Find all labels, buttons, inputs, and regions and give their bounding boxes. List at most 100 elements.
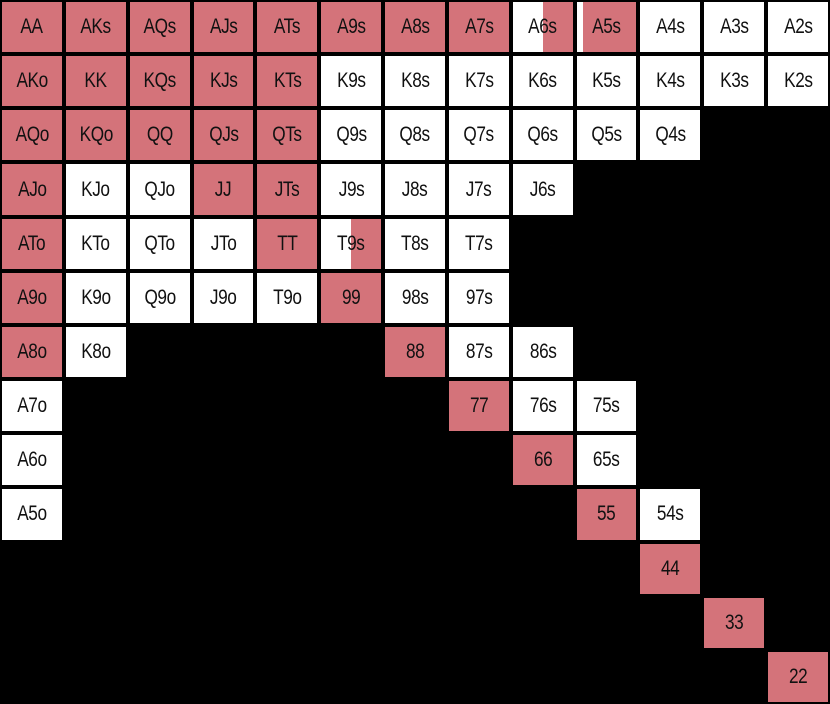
hand-cell-K2s[interactable]: K2s xyxy=(767,55,829,108)
hand-cell-Q7s[interactable]: Q7s xyxy=(447,109,510,162)
hand-cell-QTo[interactable]: QTo xyxy=(128,217,191,270)
hand-cell-KQo[interactable]: KQo xyxy=(64,109,127,162)
hand-cell-T8s[interactable]: T8s xyxy=(384,217,446,270)
hand-cell-KJs[interactable]: KJs xyxy=(192,55,255,108)
hand-cell-K6s[interactable]: K6s xyxy=(511,55,574,108)
hand-cell-KTs[interactable]: KTs xyxy=(256,55,319,108)
hand-cell-87s[interactable]: 87s xyxy=(447,325,510,379)
hand-cell-A4s[interactable]: A4s xyxy=(639,1,702,54)
hand-cell-76s[interactable]: 76s xyxy=(511,380,574,433)
hand-cell-KK[interactable]: KK xyxy=(64,55,127,108)
hand-cell-Q8s[interactable]: Q8s xyxy=(384,109,446,162)
hand-cell-Q5s[interactable]: Q5s xyxy=(575,109,638,162)
hand-label: AKs xyxy=(80,15,112,39)
hand-cell-J7s[interactable]: J7s xyxy=(447,163,510,216)
hand-cell-33[interactable]: 33 xyxy=(703,596,766,649)
hand-label: A5o xyxy=(17,502,47,526)
hand-label: A6s xyxy=(528,15,557,39)
hand-cell-JTo[interactable]: JTo xyxy=(192,217,255,270)
hand-cell-66[interactable]: 66 xyxy=(511,434,574,487)
hand-cell-A5s[interactable]: A5s xyxy=(575,1,638,54)
hand-label: K3s xyxy=(719,69,749,93)
hand-label: AA xyxy=(20,15,44,39)
hand-cell-QJo[interactable]: QJo xyxy=(128,163,191,216)
hand-cell-75s[interactable]: 75s xyxy=(575,380,638,433)
hand-cell-KJo[interactable]: KJo xyxy=(64,163,127,216)
hand-cell-AKs[interactable]: AKs xyxy=(64,1,127,54)
hand-cell-A7o[interactable]: A7o xyxy=(1,380,63,433)
hand-label: QJs xyxy=(208,123,239,147)
hand-cell-K4s[interactable]: K4s xyxy=(639,55,702,108)
hand-cell-A9o[interactable]: A9o xyxy=(1,271,63,324)
hand-cell-J9s[interactable]: J9s xyxy=(320,163,383,216)
hand-cell-Q9s[interactable]: Q9s xyxy=(320,109,383,162)
hand-cell-K9s[interactable]: K9s xyxy=(320,55,383,108)
hand-cell-A8s[interactable]: A8s xyxy=(384,1,446,54)
hand-cell-K5s[interactable]: K5s xyxy=(575,55,638,108)
hand-cell-A7s[interactable]: A7s xyxy=(447,1,510,54)
hand-cell-55[interactable]: 55 xyxy=(575,488,638,541)
hand-cell-44[interactable]: 44 xyxy=(639,542,702,595)
hand-label: ATo xyxy=(18,231,46,255)
hand-cell-65s[interactable]: 65s xyxy=(575,434,638,487)
hand-cell-A6o[interactable]: A6o xyxy=(1,434,63,487)
hand-cell-AKo[interactable]: AKo xyxy=(1,55,63,108)
hand-cell-A5o[interactable]: A5o xyxy=(1,488,63,541)
hand-cell-TT[interactable]: TT xyxy=(256,217,319,270)
hand-cell-JJ[interactable]: JJ xyxy=(192,163,255,216)
hand-label: 86s xyxy=(529,339,556,363)
hand-cell-AJs[interactable]: AJs xyxy=(192,1,255,54)
hand-cell-ATo[interactable]: ATo xyxy=(1,217,63,270)
hand-cell-QQ[interactable]: QQ xyxy=(128,109,191,162)
hand-cell-88[interactable]: 88 xyxy=(384,325,446,379)
hand-cell-ATs[interactable]: ATs xyxy=(256,1,319,54)
hand-label: Q9o xyxy=(143,285,176,309)
hand-cell-T9s[interactable]: T9s xyxy=(320,217,383,270)
hand-cell-AJo[interactable]: AJo xyxy=(1,163,63,216)
hand-cell-K8s[interactable]: K8s xyxy=(384,55,446,108)
hand-label: 98s xyxy=(401,285,429,309)
hand-cell-Q9o[interactable]: Q9o xyxy=(128,271,191,324)
hand-cell-T9o[interactable]: T9o xyxy=(256,271,319,324)
hand-cell-JTs[interactable]: JTs xyxy=(256,163,319,216)
hand-label: A4s xyxy=(656,15,685,39)
hand-cell-A3s[interactable]: A3s xyxy=(703,1,766,54)
hand-cell-54s[interactable]: 54s xyxy=(639,488,702,541)
hand-cell-A2s[interactable]: A2s xyxy=(767,1,829,54)
hand-cell-QJs[interactable]: QJs xyxy=(192,109,255,162)
hand-cell-A8o[interactable]: A8o xyxy=(1,325,63,379)
hand-cell-J6s[interactable]: J6s xyxy=(511,163,574,216)
hand-cell-J9o[interactable]: J9o xyxy=(192,271,255,324)
hand-label: K8o xyxy=(81,339,111,363)
hand-cell-77[interactable]: 77 xyxy=(447,380,510,433)
hand-cell-22[interactable]: 22 xyxy=(767,650,829,703)
hand-cell-AQo[interactable]: AQo xyxy=(1,109,63,162)
hand-cell-98s[interactable]: 98s xyxy=(384,271,446,324)
hand-label: K7s xyxy=(464,69,494,93)
hand-cell-K9o[interactable]: K9o xyxy=(64,271,127,324)
hand-label: AJs xyxy=(209,15,238,39)
hand-label: AKo xyxy=(16,69,48,93)
hand-cell-A9s[interactable]: A9s xyxy=(320,1,383,54)
hand-cell-K7s[interactable]: K7s xyxy=(447,55,510,108)
hand-cell-AQs[interactable]: AQs xyxy=(128,1,191,54)
hand-cell-K3s[interactable]: K3s xyxy=(703,55,766,108)
hand-label: 22 xyxy=(788,664,808,688)
hand-label: 55 xyxy=(597,502,616,526)
hand-cell-T7s[interactable]: T7s xyxy=(447,217,510,270)
hand-cell-Q6s[interactable]: Q6s xyxy=(511,109,574,162)
hand-cell-K8o[interactable]: K8o xyxy=(64,325,127,379)
hand-cell-KTo[interactable]: KTo xyxy=(64,217,127,270)
hand-cell-Q4s[interactable]: Q4s xyxy=(639,109,702,162)
hand-cell-AA[interactable]: AA xyxy=(1,1,63,54)
hand-cell-99[interactable]: 99 xyxy=(320,271,383,324)
hand-cell-A6s[interactable]: A6s xyxy=(511,1,574,54)
hand-cell-J8s[interactable]: J8s xyxy=(384,163,446,216)
hand-label: KJs xyxy=(209,69,238,93)
hand-cell-86s[interactable]: 86s xyxy=(511,325,574,379)
hand-label: J9o xyxy=(210,285,237,309)
hand-label: 99 xyxy=(341,285,361,309)
hand-cell-97s[interactable]: 97s xyxy=(447,271,510,324)
hand-cell-KQs[interactable]: KQs xyxy=(128,55,191,108)
hand-cell-QTs[interactable]: QTs xyxy=(256,109,319,162)
